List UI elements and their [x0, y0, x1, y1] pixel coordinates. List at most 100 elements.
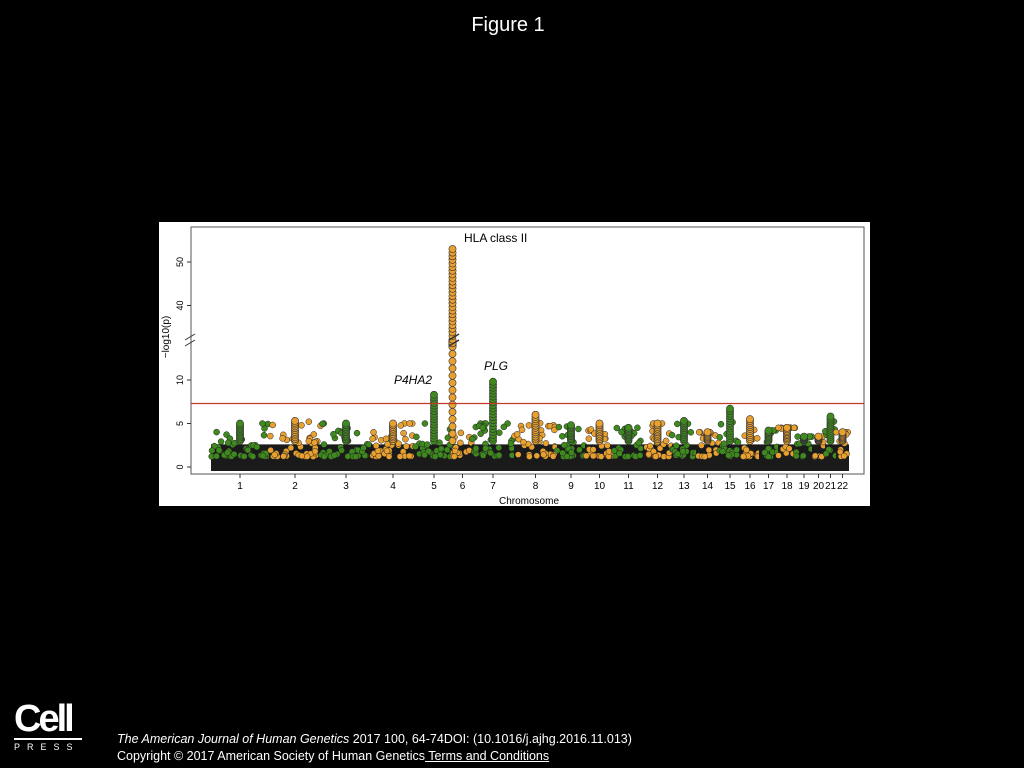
snp-point [733, 446, 740, 454]
snp-point [253, 443, 261, 451]
logo-press: PRESS [14, 742, 80, 752]
x-tick-label-17: 17 [763, 481, 775, 492]
snp-point [790, 424, 798, 432]
snp-point [487, 449, 494, 457]
snp-point [647, 442, 654, 450]
snp-point [279, 435, 286, 442]
chrom-2-peak-point [291, 416, 299, 425]
snp-point [635, 439, 643, 447]
x-tick-label-5: 5 [431, 481, 437, 492]
snp-point [303, 453, 311, 460]
snp-point [668, 431, 676, 439]
chrom-6-peak-point [448, 393, 457, 402]
snp-point [280, 453, 287, 460]
snp-point [437, 445, 445, 453]
snp-point [482, 445, 489, 452]
snp-point [385, 453, 393, 460]
x-tick-label-8: 8 [533, 481, 539, 492]
snp-point [495, 451, 503, 459]
snp-point [305, 437, 313, 445]
snp-point [338, 447, 345, 454]
snp-point [518, 426, 526, 434]
journal-name: The American Journal of Human Genetics [117, 732, 350, 746]
snp-point [616, 450, 623, 457]
snp-point [720, 440, 728, 447]
chrom-11-peak-point [624, 423, 633, 432]
x-tick-label-4: 4 [390, 481, 396, 492]
snp-point [224, 449, 231, 456]
snp-point [705, 446, 713, 454]
snp-point [403, 443, 410, 450]
snp-point [553, 447, 561, 454]
y-tick-label: 0 [175, 464, 185, 469]
snp-point [451, 453, 458, 460]
y-tick-label: 40 [175, 300, 185, 310]
annotation-plg: PLG [484, 359, 508, 373]
snp-point [421, 420, 429, 427]
snp-point [555, 423, 563, 431]
manhattan-plot-figure: 1 2 3 4 5 6 7 8 9 10 11 12 13 14 15 16 17 18 19 20 21 22 0 5 10 4… [159, 222, 870, 506]
snp-point [645, 451, 652, 458]
snp-point [563, 453, 571, 460]
snp-point [370, 429, 377, 436]
snp-point [215, 447, 223, 454]
snp-point [479, 452, 487, 459]
y-tick-label: 5 [175, 421, 185, 426]
chrom-8-peak-point [531, 410, 540, 419]
snp-point [424, 441, 431, 448]
chrom-17-peak-point [764, 426, 773, 435]
x-axis-label: Chromosome [499, 496, 559, 506]
snp-point [717, 420, 725, 428]
snp-point [213, 428, 220, 436]
terms-link[interactable]: Terms and Conditions [424, 749, 550, 763]
snp-point [542, 440, 550, 447]
snp-point [698, 442, 705, 449]
snp-point [406, 452, 413, 460]
snp-point [840, 452, 848, 460]
x-tick-label-11: 11 [623, 481, 634, 492]
snp-point [590, 446, 597, 453]
snp-point [472, 445, 480, 452]
chrom-5-peak-point [430, 390, 438, 399]
snp-point [568, 449, 575, 456]
snp-point [775, 452, 782, 459]
x-tick-label-15: 15 [724, 481, 736, 492]
axis-break-mark [184, 339, 196, 347]
snp-point [468, 435, 476, 443]
slide-title: Figure 1 [471, 14, 545, 36]
snp-point [311, 439, 318, 446]
snp-point [765, 453, 772, 460]
axis-break-mark [184, 333, 196, 341]
snp-point [753, 435, 761, 442]
x-tick-label-16: 16 [744, 481, 756, 492]
snp-point [549, 453, 557, 460]
snp-point [743, 446, 750, 454]
snp-point [674, 420, 681, 428]
snp-point [507, 440, 515, 447]
snp-point [610, 447, 618, 454]
snp-point [761, 449, 768, 456]
x-tick-label-20: 20 [813, 481, 825, 492]
snp-point [526, 453, 533, 460]
chrom-6-peak-point [448, 400, 457, 409]
copyright-line: Copyright © 2017 American Society of Hum… [117, 748, 632, 765]
copyright-text: Copyright © 2017 American Society of Hum… [117, 749, 425, 763]
snp-point [695, 428, 703, 436]
x-tick-label-14: 14 [702, 481, 714, 492]
chrom-6-peak-point [448, 386, 457, 395]
snp-point [397, 422, 405, 429]
snp-point [525, 422, 533, 429]
snp-point [793, 452, 800, 460]
chrom-13-peak-point [680, 416, 688, 425]
snp-point [330, 430, 337, 438]
snp-point [319, 420, 326, 428]
chrom-6-peak-point [448, 378, 457, 387]
snp-point [244, 446, 252, 454]
snp-point [725, 452, 732, 459]
snp-point [443, 446, 451, 454]
snp-point [396, 453, 404, 460]
snp-point [652, 453, 660, 460]
snp-point [217, 438, 225, 445]
chrom-1-peak-point [236, 419, 244, 428]
y-tick-label: 10 [175, 375, 185, 385]
